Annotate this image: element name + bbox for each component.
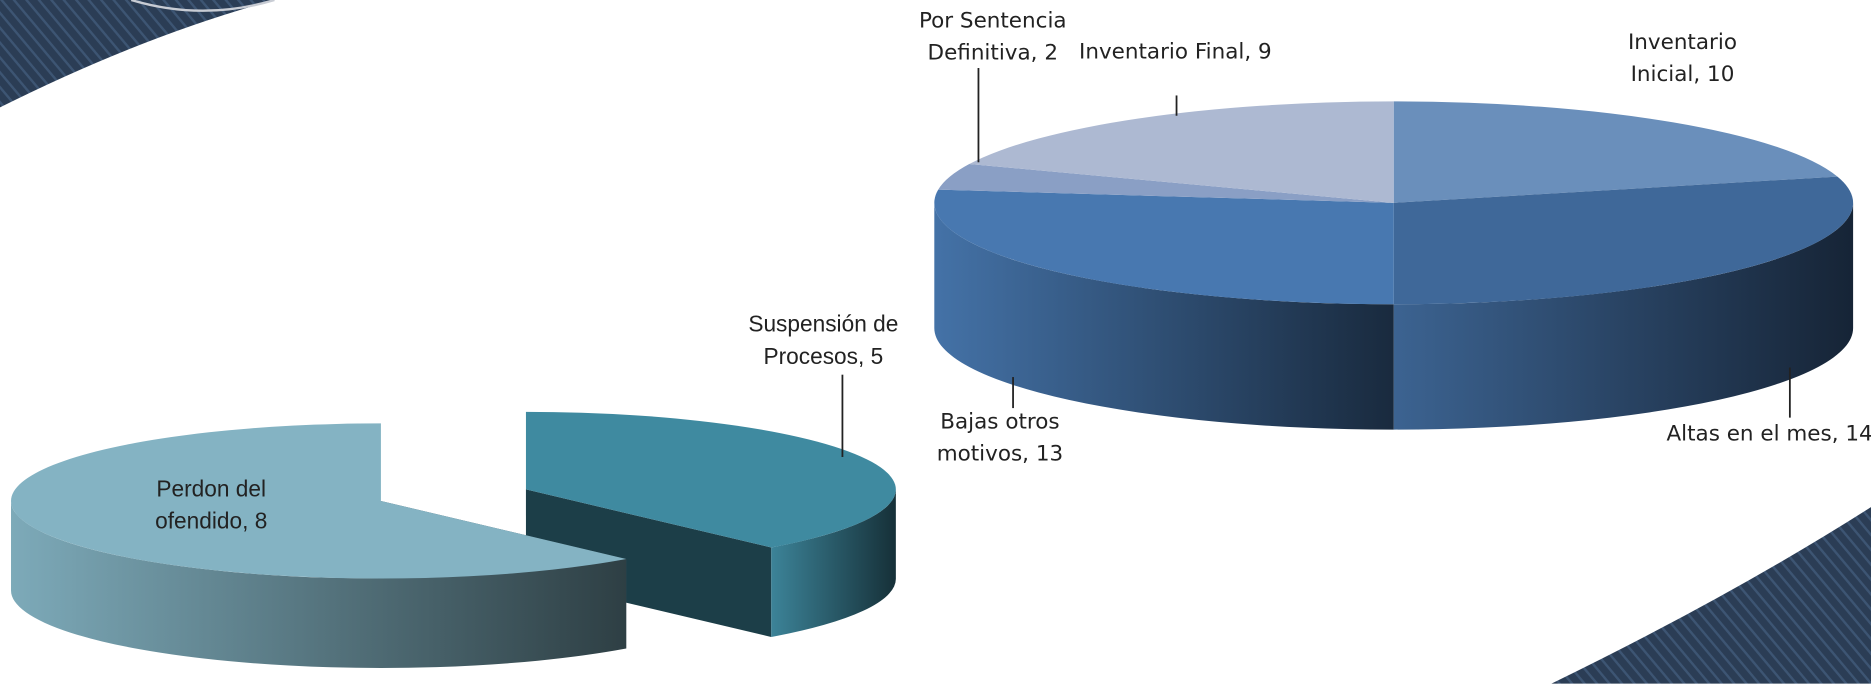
pie-side <box>771 489 896 637</box>
pie-slice <box>969 101 1394 203</box>
pie-side <box>1393 202 1854 430</box>
pie-side <box>934 202 1394 430</box>
corner-decoration <box>1551 507 1871 684</box>
data-label: Perdon del ofendido, 8 <box>155 477 268 535</box>
logo-edge <box>130 0 275 12</box>
pie-slice <box>934 189 1394 305</box>
pie-slice <box>11 423 627 579</box>
data-label: Altas en el mes, 14 <box>1666 421 1871 447</box>
data-label: Bajas otros motivos, 13 <box>936 409 1064 467</box>
leader-lines <box>841 68 1791 458</box>
pie-slice <box>1393 101 1838 203</box>
pie-side <box>11 500 627 669</box>
data-label: Inventario Final, 9 <box>1079 39 1272 65</box>
pie-radial-side <box>525 489 772 637</box>
data-label: Inventario Inicial, 10 <box>1627 29 1737 88</box>
corner-decoration <box>0 0 275 108</box>
pies <box>11 101 1854 669</box>
pie-slice <box>938 164 1394 203</box>
data-label: Suspensión de Procesos, 5 <box>748 312 899 370</box>
pie-slice <box>525 411 896 548</box>
pie-slice <box>1393 176 1854 305</box>
data-label: Por Sentencia Definitiva, 2 <box>918 8 1067 66</box>
